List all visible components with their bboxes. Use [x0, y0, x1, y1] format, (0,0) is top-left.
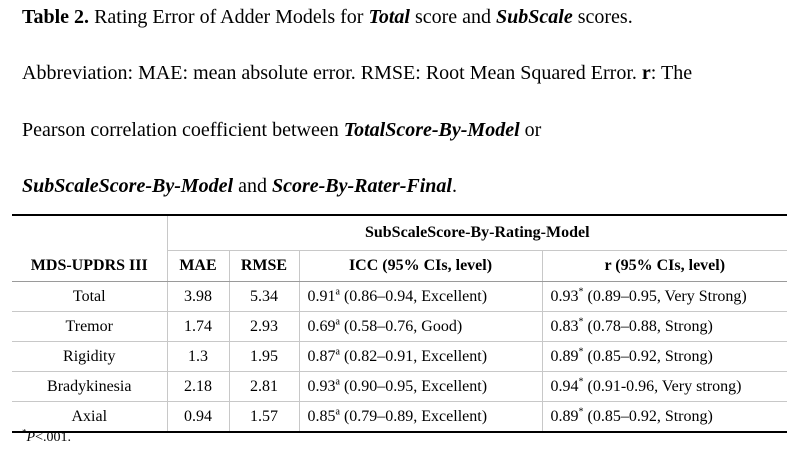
- table-row: Total 3.98 5.34 0.91a (0.86–0.94, Excell…: [12, 281, 788, 312]
- r-value: 0.93: [550, 287, 579, 305]
- icc-value: 0.91: [307, 287, 336, 305]
- caption-text: : The: [650, 62, 693, 84]
- caption-term-rater: Score-By-Rater-Final: [271, 175, 452, 197]
- caption-line-3: Pearson correlation coefficient between …: [22, 118, 541, 142]
- footnote-marker: *: [22, 427, 27, 438]
- table-row: Rigidity 1.3 1.95 0.87a (0.82–0.91, Exce…: [12, 341, 788, 372]
- icc-value: 0.85: [307, 407, 336, 425]
- footnote-p: P: [26, 430, 36, 445]
- caption-abbreviation: Abbreviation: MAE: mean absolute error. …: [22, 61, 692, 85]
- cell-r: 0.89* (0.85–0.92, Strong): [541, 401, 788, 433]
- r-value: 0.94: [550, 377, 579, 395]
- group-header: SubScaleScore-By-Rating-Model: [166, 214, 788, 251]
- table-footnote: *P<.001.: [22, 427, 71, 446]
- col-header-rmse: RMSE: [228, 250, 299, 282]
- caption-text: and: [233, 175, 272, 197]
- cell-icc: 0.87a (0.82–0.91, Excellent): [298, 341, 542, 372]
- caption-term-subscalescore: SubScaleScore-By-Model: [22, 175, 234, 197]
- cell-mae: 1.74: [166, 311, 229, 342]
- col-header-r: r (95% CIs, level): [541, 250, 788, 282]
- cell-icc: 0.85a (0.79–0.89, Excellent): [298, 401, 542, 433]
- row-label: Total: [72, 287, 106, 305]
- caption-term-subscale: SubScale: [496, 6, 573, 28]
- icc-value: 0.93: [307, 377, 336, 395]
- caption-text: scores.: [572, 6, 633, 28]
- cell-rmse: 1.95: [228, 341, 299, 372]
- caption-text: or: [519, 119, 542, 141]
- caption-term-total: Total: [368, 6, 410, 28]
- r-sup: *: [578, 346, 584, 358]
- icc-sup: a: [335, 346, 340, 358]
- cell-icc: 0.91a (0.86–0.94, Excellent): [298, 281, 542, 312]
- icc-value: 0.87: [307, 347, 336, 365]
- table-row: Tremor 1.74 2.93 0.69a (0.58–0.76, Good)…: [12, 311, 788, 342]
- cell-r: 0.93* (0.89–0.95, Very Strong): [541, 281, 788, 312]
- r-detail: (0.85–0.92, Strong): [583, 347, 713, 365]
- table-label: Table 2.: [22, 6, 90, 28]
- cell-rmse: 2.93: [228, 311, 299, 342]
- caption-text: Rating Error of Adder Models for: [89, 6, 369, 28]
- icc-detail: (0.58–0.76, Good): [339, 317, 463, 335]
- results-table: SubScaleScore-By-Rating-Model MDS-UPDRS …: [12, 214, 788, 433]
- table-row: Axial 0.94 1.57 0.85a (0.79–0.89, Excell…: [12, 401, 788, 433]
- cell-rmse: 1.57: [228, 401, 299, 433]
- r-sup: *: [578, 376, 584, 388]
- row-label: Rigidity: [12, 341, 167, 372]
- caption-text: Abbreviation: MAE: mean absolute error. …: [22, 62, 642, 84]
- caption-text: Pearson correlation coefficient between: [22, 119, 344, 141]
- row-label: Axial: [12, 401, 167, 433]
- cell-mae: 3.98: [166, 281, 229, 312]
- col-header-icc: ICC (95% CIs, level): [298, 250, 542, 282]
- icc-detail: (0.86–0.94, Excellent): [339, 287, 488, 305]
- cell-mae: 2.18: [166, 371, 229, 402]
- footnote-text: <.001.: [35, 430, 71, 445]
- r-detail: (0.89–0.95, Very Strong): [583, 287, 747, 305]
- table-row: Bradykinesia 2.18 2.81 0.93a (0.90–0.95,…: [12, 371, 788, 402]
- icc-detail: (0.90–0.95, Excellent): [339, 377, 488, 395]
- header-empty-cell: [12, 214, 167, 251]
- table-caption-title: Table 2. Rating Error of Adder Models fo…: [22, 5, 633, 29]
- r-value: 0.89: [550, 347, 579, 365]
- row-label: Bradykinesia: [12, 371, 167, 402]
- cell-icc: 0.93a (0.90–0.95, Excellent): [298, 371, 542, 402]
- icc-sup: a: [335, 316, 340, 328]
- icc-detail: (0.82–0.91, Excellent): [339, 347, 488, 365]
- icc-value: 0.69: [307, 317, 336, 335]
- r-detail: (0.85–0.92, Strong): [583, 407, 713, 425]
- col-header-measure: MDS-UPDRS III: [12, 250, 167, 282]
- r-sup: *: [578, 316, 584, 328]
- r-sup: *: [578, 406, 584, 418]
- icc-sup: a: [335, 376, 340, 388]
- col-header-mae: MAE: [166, 250, 229, 282]
- r-sup: *: [578, 286, 584, 298]
- cell-mae: 1.3: [166, 341, 229, 372]
- cell-mae: 0.94: [166, 401, 229, 433]
- caption-term-r: r: [641, 62, 651, 84]
- cell-rmse: 5.34: [228, 281, 299, 312]
- caption-text: .: [451, 175, 457, 197]
- cell-r: 0.83* (0.78–0.88, Strong): [541, 311, 788, 342]
- r-value: 0.83: [550, 317, 579, 335]
- caption-line-4: SubScaleScore-By-Model and Score-By-Rate…: [22, 174, 457, 198]
- r-detail: (0.78–0.88, Strong): [583, 317, 713, 335]
- icc-sup: a: [335, 406, 340, 418]
- cell-r: 0.94* (0.91-0.96, Very strong): [541, 371, 788, 402]
- cell-rmse: 2.81: [228, 371, 299, 402]
- icc-sup: a: [335, 286, 340, 298]
- r-detail: (0.91-0.96, Very strong): [583, 377, 742, 395]
- cell-r: 0.89* (0.85–0.92, Strong): [541, 341, 788, 372]
- caption-text: score and: [409, 6, 497, 28]
- cell-icc: 0.69a (0.58–0.76, Good): [298, 311, 542, 342]
- icc-detail: (0.79–0.89, Excellent): [339, 407, 488, 425]
- row-label: Tremor: [12, 311, 167, 342]
- r-value: 0.89: [550, 407, 579, 425]
- caption-term-totalscore: TotalScore-By-Model: [343, 119, 520, 141]
